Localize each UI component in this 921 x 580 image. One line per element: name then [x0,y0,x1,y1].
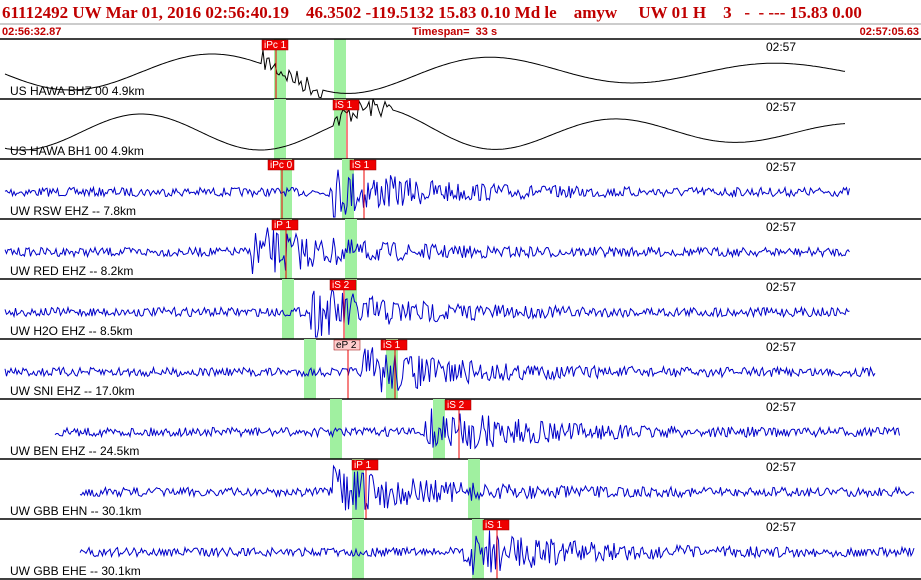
pick-window [334,39,346,99]
pick-window [345,219,357,279]
waveform [4,50,846,99]
pick-label: iP 1 [274,220,291,231]
pick-window [334,99,346,159]
trace-time: 02:57 [766,40,796,54]
trace-label: UW GBB EHN -- 30.1km [10,504,141,518]
pick-flag [271,219,299,231]
trace-label: US HAWA BH1 00 4.9km [10,144,144,158]
pick-window [352,519,364,579]
pick-label: iPc 0 [270,160,293,171]
start-time: 02:56:32.87 [2,26,61,38]
pick-window [274,99,286,159]
pick-flag [444,399,472,411]
waveform [4,169,850,218]
pick-flag [482,519,510,531]
pick-label: iPc 1 [264,40,287,51]
pick-label: iS 2 [447,400,465,411]
pick-flag [349,159,377,171]
pick-flag [329,279,357,291]
pick-window [282,279,294,339]
waveform [4,98,846,151]
pick-label: iS 1 [335,100,353,111]
trace-label: UW SNI EHZ -- 17.0km [10,384,135,398]
end-time: 02:57:05.63 [860,26,919,38]
pick-label: eP 2 [336,340,357,351]
pick-label: iS 1 [352,160,370,171]
pick-flag [332,99,360,111]
pick-label: iS 1 [485,520,503,531]
pick-flag [333,339,361,351]
trace-time: 02:57 [766,100,796,114]
pick-label: iS 1 [383,340,401,351]
trace-time: 02:57 [766,160,796,174]
trace-label: UW H2O EHZ -- 8.5km [10,324,133,338]
waveform [79,464,915,511]
trace-label: UW RSW EHZ -- 7.8km [10,204,136,218]
trace-label: UW GBB EHE -- 30.1km [10,564,141,578]
pick-flag [351,459,379,471]
trace-time: 02:57 [766,520,796,534]
waveform [4,347,876,393]
pick-label: iP 1 [354,460,371,471]
trace-time: 02:57 [766,220,796,234]
event-title: 61112492 UW Mar 01, 2016 02:56:40.19 46.… [2,3,862,22]
waveform [54,408,900,450]
trace-time: 02:57 [766,340,796,354]
pick-window [274,39,286,99]
pick-window [280,159,292,219]
trace-time: 02:57 [766,460,796,474]
timespan: Timespan= 33 s [412,26,497,38]
trace-time: 02:57 [766,280,796,294]
trace-label: US HAWA BHZ 00 4.9km [10,84,144,98]
pick-window [472,519,484,579]
trace-time: 02:57 [766,400,796,414]
waveform [4,287,850,338]
pick-flag [261,39,289,51]
trace-label: UW BEN EHZ -- 24.5km [10,444,139,458]
pick-flag [380,339,408,351]
pick-label: iS 2 [332,280,350,291]
trace-label: UW RED EHZ -- 8.2km [10,264,133,278]
pick-flag [267,159,295,171]
waveform [4,227,850,274]
